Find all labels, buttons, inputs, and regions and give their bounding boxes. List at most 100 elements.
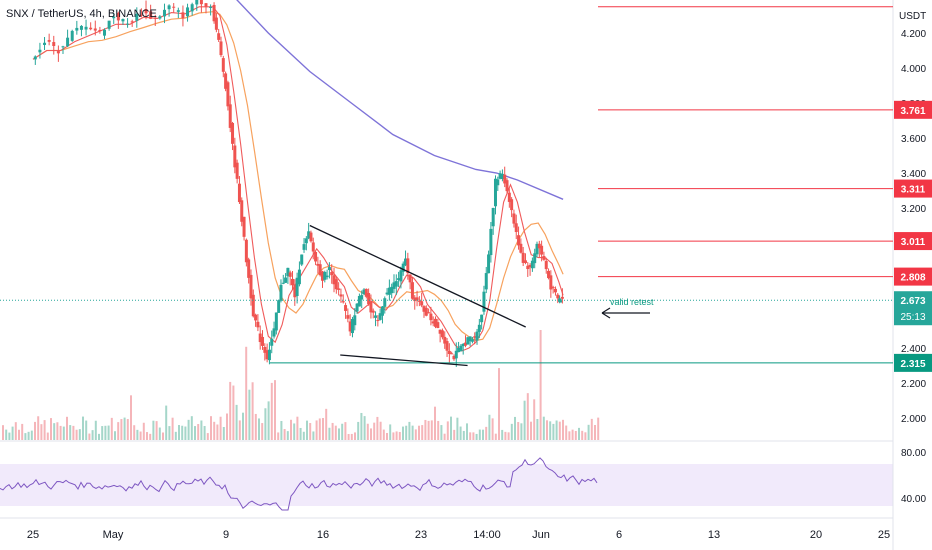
- volume-bar: [277, 432, 280, 440]
- trendline-descending-resistance: [309, 224, 526, 328]
- volume-bar: [2, 425, 4, 440]
- candle-body: [410, 282, 414, 299]
- rsi-line: [0, 457, 598, 511]
- volume-bar: [110, 417, 113, 440]
- volume-bar: [482, 429, 484, 440]
- volume-bar: [549, 421, 552, 440]
- volume-bar: [494, 433, 497, 440]
- candle-body: [256, 321, 260, 328]
- retest-annotation: valid retest: [610, 297, 654, 307]
- volume-bar: [171, 417, 174, 440]
- candle-body: [249, 274, 253, 299]
- volume-bar: [318, 418, 321, 440]
- volume-bar: [453, 429, 456, 440]
- volume-bar: [312, 431, 315, 440]
- time-tick-label: 14:00: [473, 529, 501, 541]
- volume-bar: [354, 432, 356, 440]
- volume-bar: [376, 416, 379, 440]
- candle-body: [302, 244, 306, 250]
- candle-body: [434, 318, 438, 327]
- volume-bar: [331, 422, 334, 440]
- volume-bar: [85, 420, 88, 440]
- volume-bar: [539, 330, 542, 440]
- volume-bar: [146, 432, 148, 440]
- time-tick-label: 9: [223, 529, 229, 541]
- candle-body: [369, 301, 373, 313]
- volume-bar: [98, 433, 100, 440]
- candle-body: [293, 284, 297, 298]
- candle-body: [535, 243, 539, 255]
- candle-body: [477, 324, 481, 332]
- candle-body: [330, 272, 334, 276]
- candle-body: [436, 322, 440, 329]
- volume-bar: [472, 432, 475, 440]
- candle-body: [507, 192, 511, 202]
- candle-body: [309, 232, 313, 242]
- candle-body: [461, 343, 465, 347]
- volume-bar: [165, 405, 168, 440]
- volume-bar: [469, 432, 472, 440]
- candle-body: [357, 296, 361, 307]
- volume-bar: [283, 429, 286, 440]
- candle-body: [144, 8, 148, 14]
- volume-bar: [328, 427, 331, 440]
- volume-bar: [594, 424, 596, 440]
- candle-body: [337, 288, 341, 290]
- candle-body: [251, 294, 255, 317]
- volume-bar: [14, 422, 17, 440]
- candle-body: [167, 5, 171, 10]
- volume-bar: [254, 413, 257, 440]
- candle-body: [199, 0, 203, 5]
- level-price-badge: [894, 179, 932, 198]
- volume-bar: [162, 432, 164, 440]
- candle-body: [404, 258, 408, 266]
- price-tick-label: 4.200: [901, 29, 926, 40]
- volume-bar: [587, 424, 590, 440]
- volume-bar: [280, 420, 283, 440]
- candle-body: [440, 330, 444, 338]
- volume-bar: [555, 420, 558, 440]
- volume-bar: [395, 431, 398, 440]
- volume-bar: [251, 382, 254, 440]
- volume-bar: [104, 425, 107, 440]
- candle-body: [498, 173, 502, 179]
- volume-bar: [325, 408, 328, 440]
- level-price-label: 3.011: [901, 237, 926, 248]
- price-tick-label: 4.000: [901, 64, 926, 75]
- volume-bar: [517, 422, 520, 440]
- candle-body: [553, 288, 557, 293]
- candle-body: [514, 223, 518, 233]
- volume-bar: [546, 420, 548, 440]
- volume-bar: [536, 419, 539, 440]
- candle-body: [217, 33, 221, 40]
- trendline-support-base: [340, 354, 468, 367]
- candle-body: [311, 242, 315, 252]
- volume-bar: [24, 433, 27, 440]
- candle-body: [204, 3, 208, 7]
- candle-body: [320, 271, 324, 281]
- volume-bar: [229, 381, 232, 440]
- volume-bar: [245, 346, 248, 440]
- candle-body: [52, 42, 56, 47]
- volume-bar: [46, 432, 49, 440]
- volume-bar: [78, 429, 81, 440]
- candle-body: [380, 306, 384, 316]
- volume-bar: [197, 424, 200, 440]
- volume-bar: [174, 431, 177, 440]
- candle-body: [447, 350, 451, 355]
- volume-bar: [421, 425, 424, 440]
- volume-bar: [571, 429, 574, 440]
- volume-bar: [459, 426, 462, 440]
- volume-bar: [149, 433, 152, 440]
- candle-body: [334, 279, 338, 290]
- candle-body: [526, 265, 530, 270]
- candle-body: [224, 73, 228, 89]
- volume-bar: [59, 425, 62, 440]
- candle-body: [339, 294, 343, 297]
- candle-body: [43, 42, 47, 45]
- volume-bar: [91, 430, 94, 440]
- candle-body: [221, 58, 225, 72]
- candle-body: [385, 292, 389, 295]
- volume-bar: [386, 432, 388, 440]
